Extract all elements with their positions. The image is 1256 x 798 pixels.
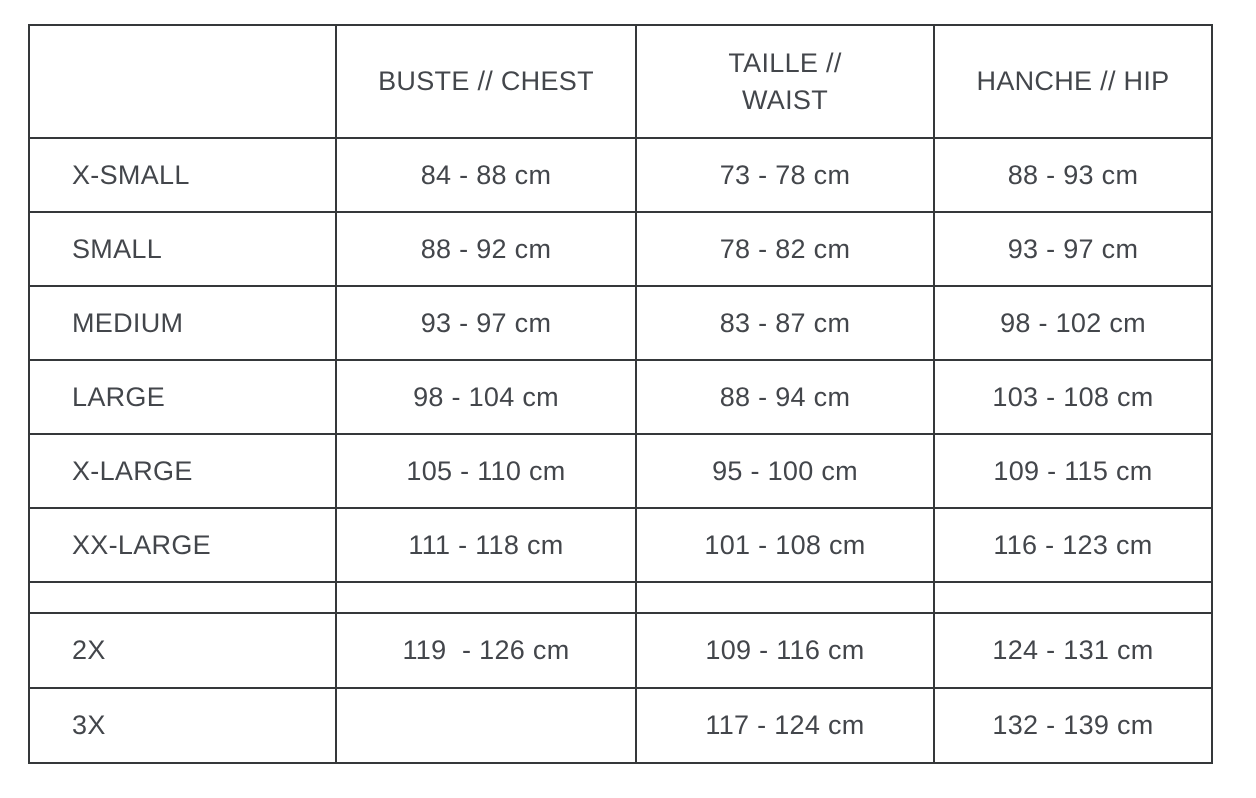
waist-cell: 88 - 94 cm bbox=[635, 359, 935, 435]
chest-cell: 84 - 88 cm bbox=[335, 137, 637, 213]
waist-cell: 95 - 100 cm bbox=[635, 433, 935, 509]
chest-cell: 105 - 110 cm bbox=[335, 433, 637, 509]
column-header-hip: HANCHE // HIP bbox=[933, 24, 1213, 139]
chest-cell: 93 - 97 cm bbox=[335, 285, 637, 361]
size-cell: LARGE bbox=[28, 359, 337, 435]
spacer-row bbox=[28, 581, 1213, 614]
chest-cell: 119 - 126 cm bbox=[335, 612, 637, 689]
waist-cell: 101 - 108 cm bbox=[635, 507, 935, 583]
hip-cell: 98 - 102 cm bbox=[933, 285, 1213, 361]
waist-cell: 117 - 124 cm bbox=[635, 687, 935, 764]
hip-cell: 88 - 93 cm bbox=[933, 137, 1213, 213]
size-cell bbox=[28, 581, 337, 614]
column-header-size bbox=[28, 24, 337, 139]
table-row: SMALL 88 - 92 cm 78 - 82 cm 93 - 97 cm bbox=[28, 211, 1213, 287]
table-row: X-SMALL 84 - 88 cm 73 - 78 cm 88 - 93 cm bbox=[28, 137, 1213, 213]
table-row: XX-LARGE 111 - 118 cm 101 - 108 cm 116 - 12… bbox=[28, 507, 1213, 583]
hip-cell: 132 - 139 cm bbox=[933, 687, 1213, 764]
size-cell: SMALL bbox=[28, 211, 337, 287]
column-header-waist: TAILLE // WAIST bbox=[635, 24, 935, 139]
table-row: 3X 117 - 124 cm 132 - 139 cm bbox=[28, 687, 1213, 764]
chest-cell: 88 - 92 cm bbox=[335, 211, 637, 287]
size-cell: MEDIUM bbox=[28, 285, 337, 361]
size-cell: XX-LARGE bbox=[28, 507, 337, 583]
table-row: MEDIUM 93 - 97 cm 83 - 87 cm 98 - 102 cm bbox=[28, 285, 1213, 361]
waist-cell: 109 - 116 cm bbox=[635, 612, 935, 689]
waist-cell bbox=[635, 581, 935, 614]
hip-cell: 103 - 108 cm bbox=[933, 359, 1213, 435]
size-cell: X-LARGE bbox=[28, 433, 337, 509]
hip-cell bbox=[933, 581, 1213, 614]
waist-cell: 73 - 78 cm bbox=[635, 137, 935, 213]
waist-cell: 78 - 82 cm bbox=[635, 211, 935, 287]
hip-cell: 109 - 115 cm bbox=[933, 433, 1213, 509]
size-chart-table: BUSTE // CHEST TAILLE // WAIST HANCHE //… bbox=[28, 24, 1213, 764]
table-row: X-LARGE 105 - 110 cm 95 - 100 cm 109 - 115 … bbox=[28, 433, 1213, 509]
chest-cell bbox=[335, 581, 637, 614]
table-row: LARGE 98 - 104 cm 88 - 94 cm 103 - 108 cm bbox=[28, 359, 1213, 435]
header-row: BUSTE // CHEST TAILLE // WAIST HANCHE //… bbox=[28, 24, 1213, 139]
size-cell: X-SMALL bbox=[28, 137, 337, 213]
chest-cell bbox=[335, 687, 637, 764]
size-cell: 3X bbox=[28, 687, 337, 764]
hip-cell: 124 - 131 cm bbox=[933, 612, 1213, 689]
column-header-chest: BUSTE // CHEST bbox=[335, 24, 637, 139]
chest-cell: 111 - 118 cm bbox=[335, 507, 637, 583]
chest-cell: 98 - 104 cm bbox=[335, 359, 637, 435]
size-cell: 2X bbox=[28, 612, 337, 689]
table-row: 2X 119 - 126 cm 109 - 116 cm 124 - 131 cm bbox=[28, 612, 1213, 689]
hip-cell: 93 - 97 cm bbox=[933, 211, 1213, 287]
waist-cell: 83 - 87 cm bbox=[635, 285, 935, 361]
hip-cell: 116 - 123 cm bbox=[933, 507, 1213, 583]
